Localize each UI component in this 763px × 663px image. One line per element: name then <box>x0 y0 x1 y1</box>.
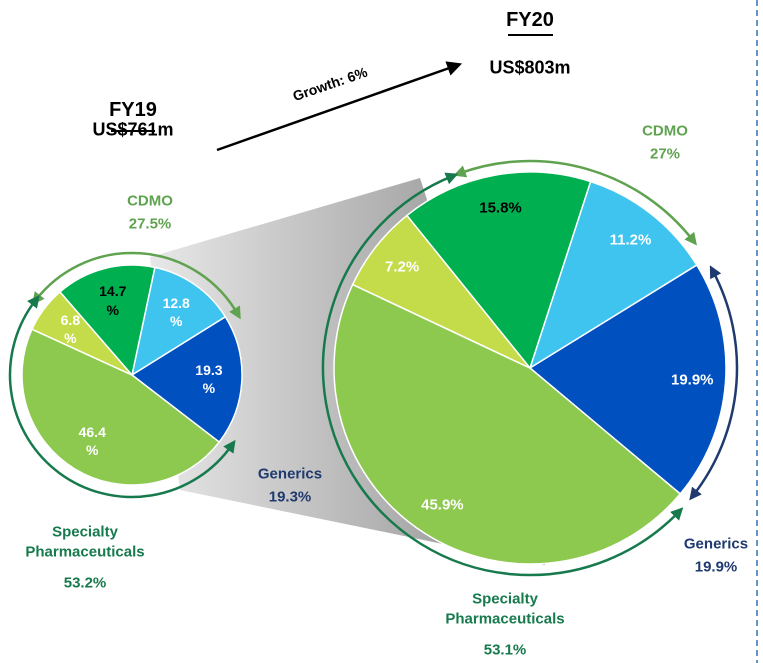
group-value: 27.5% <box>128 215 172 233</box>
group-arc <box>8 294 236 499</box>
group-name: CDMO <box>642 122 688 140</box>
slice-label: 11.2% <box>609 231 652 249</box>
group-name: Specialty Pharmaceuticals <box>445 590 565 628</box>
slice-label: 14.7 % <box>99 283 127 318</box>
group-name: CDMO <box>127 192 173 210</box>
slice-label: 19.9% <box>670 370 714 388</box>
slice-label: 19.3 % <box>195 361 223 396</box>
group-value: 19.3% <box>268 488 312 506</box>
group-arc <box>321 172 684 577</box>
group-name: Specialty Pharmaceuticals <box>25 523 145 561</box>
group-value: 27% <box>649 145 681 163</box>
growth-arrow <box>216 61 463 152</box>
slice-label: 46.4 % <box>78 423 106 458</box>
pie-subtitle: US$761m <box>92 119 174 140</box>
slice-label: 7.2% <box>384 258 420 276</box>
group-value: 53.1% <box>483 641 527 659</box>
group-arc <box>689 265 739 501</box>
pie-subtitle: US$803m <box>489 57 571 78</box>
slice-label: 12.8 % <box>162 294 190 329</box>
group-value: 19.9% <box>694 558 738 576</box>
group-name: Generics <box>683 535 749 553</box>
group-value: 53.2% <box>63 574 107 592</box>
group-name: Generics <box>257 465 323 483</box>
slice-label: 45.9% <box>421 496 464 514</box>
pie-title: FY19 <box>109 99 157 121</box>
group-arc <box>32 251 241 320</box>
slice-label: 15.8% <box>479 199 522 217</box>
pie-title: FY20 <box>506 9 554 31</box>
slice-label: 6.8 % <box>60 311 81 346</box>
